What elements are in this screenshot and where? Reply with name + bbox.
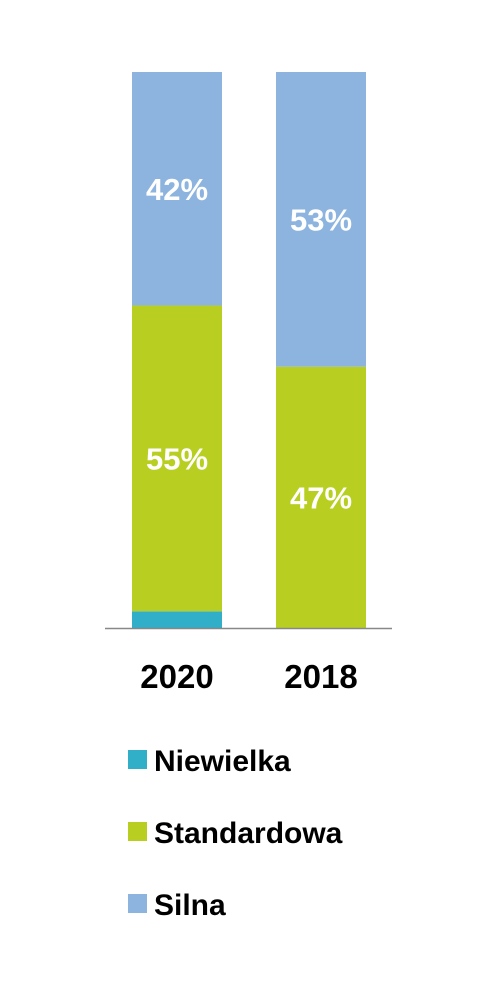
x-tick-label-2020: 2020 (140, 658, 213, 695)
legend-swatch-silna (128, 894, 147, 913)
data-label-silna-2018: 53% (290, 202, 352, 237)
legend-label-silna: Silna (154, 889, 226, 922)
data-label-standardowa-2020: 55% (146, 441, 208, 476)
bar-niewielka-2020 (132, 611, 222, 628)
legend-label-niewielka: Niewielka (154, 745, 291, 778)
data-label-standardowa-2018: 47% (290, 480, 352, 515)
bar-standardowa-2020 (132, 305, 222, 612)
data-label-silna-2020: 42% (146, 172, 208, 207)
bar-silna-2020 (132, 72, 222, 306)
bar-silna-2018 (276, 72, 366, 367)
legend-label-standardowa: Standardowa (154, 817, 343, 850)
legend-swatch-niewielka (128, 750, 147, 769)
bar-standardowa-2018 (276, 366, 366, 628)
x-tick-label-2018: 2018 (284, 658, 357, 695)
legend-swatch-standardowa (128, 822, 147, 841)
